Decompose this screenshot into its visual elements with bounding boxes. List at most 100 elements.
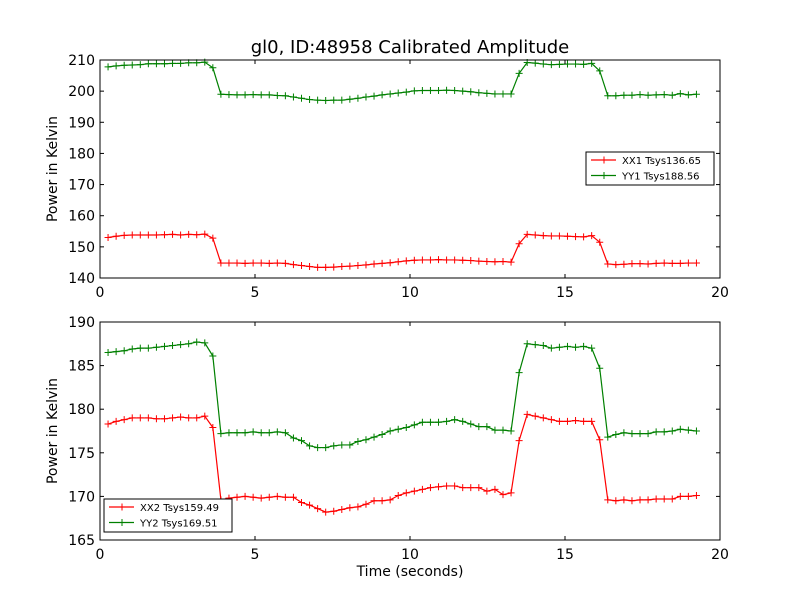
bottom-series-1-point — [547, 416, 555, 424]
top-series-2-point — [612, 92, 620, 100]
bottom-series-1-point — [306, 501, 314, 509]
top-series-1-point — [628, 260, 636, 268]
top-series-2-point — [209, 64, 217, 72]
top-series-1-point — [684, 259, 692, 267]
top-series-1-point — [443, 256, 451, 264]
bottom-y-tick-label: 175 — [68, 446, 95, 462]
bottom-series-2-point — [515, 369, 523, 377]
top-series-2-point — [555, 60, 563, 68]
bottom-legend: XX2 Tsys159.49 YY2 Tsys169.51 — [103, 498, 233, 533]
bottom-series-1-point — [298, 499, 305, 506]
top-series-1-point — [273, 259, 281, 267]
bottom-series-1-point — [193, 414, 201, 422]
top-series-1-point — [555, 232, 563, 240]
top-series-1-point — [298, 262, 305, 270]
bottom-series-2-point — [386, 427, 394, 435]
top-series-2-point — [451, 87, 459, 95]
top-series-1-point — [257, 259, 265, 267]
bottom-series-1-point — [104, 420, 112, 428]
bottom-series-1-point — [515, 437, 523, 445]
bottom-series-2-point — [128, 345, 136, 353]
top-series-1-point — [289, 261, 297, 269]
bottom-series-2-point — [306, 442, 314, 450]
bottom-series-2-point — [572, 343, 580, 351]
top-series-1-point — [588, 232, 596, 240]
top-series-1-point — [378, 259, 386, 267]
bottom-series-2-point — [265, 429, 273, 437]
top-series-2-point — [225, 91, 233, 99]
bottom-series-2-point — [394, 425, 402, 433]
bottom-series-2-point — [636, 430, 644, 438]
top-series-1-point — [177, 231, 185, 239]
bottom-series-2-point — [177, 341, 185, 349]
bottom-series-2-point — [539, 342, 547, 350]
bottom-series-2-point — [612, 430, 620, 438]
top-series-2-point — [684, 91, 692, 99]
top-series-1-point — [459, 256, 467, 264]
top-series-1-point — [515, 240, 523, 248]
top-series-2-point — [330, 96, 338, 104]
top-series-2-point — [507, 90, 515, 98]
bottom-series-2-point — [580, 342, 588, 350]
bottom-x-tick-label: 20 — [711, 547, 729, 563]
bottom-series-line-2 — [107, 341, 697, 449]
top-series-1-point — [233, 259, 241, 267]
bottom-series-1-point — [692, 492, 700, 500]
top-series-1-point — [483, 257, 491, 265]
top-chart-panel: 0 5 10 15 20 140 150 160 170 180 190 200 210 Power in… — [45, 53, 729, 301]
top-series-2-point — [435, 87, 443, 95]
top-series-1-point — [386, 259, 394, 267]
bottom-series-2-point — [628, 430, 636, 438]
bottom-series-1-point — [289, 493, 297, 501]
bottom-series-1-point — [378, 497, 386, 505]
bottom-series-1-point — [386, 496, 394, 504]
top-x-tick-label: 0 — [96, 285, 105, 301]
bottom-series-2-point — [491, 426, 499, 434]
top-series-line-2 — [107, 61, 697, 102]
bottom-series-1-point — [668, 495, 676, 503]
bottom-series-2-point — [249, 428, 257, 436]
bottom-series-1-point — [362, 500, 370, 508]
bottom-series-2-point — [451, 416, 459, 424]
top-series-1-point — [539, 232, 547, 240]
top-series-1-point — [128, 231, 136, 239]
bottom-series-2-point — [435, 418, 443, 426]
top-series-2-point — [257, 91, 265, 99]
bottom-series-2-point — [362, 436, 370, 444]
bottom-series-1-point — [523, 410, 531, 418]
top-series-2-point — [668, 91, 676, 99]
top-series-1-point — [572, 233, 580, 241]
top-series-1-point — [507, 258, 515, 266]
bottom-series-1-point — [354, 503, 362, 511]
top-x-tick-label: 20 — [711, 285, 729, 301]
top-series-2-point — [378, 91, 386, 99]
top-series-1-point — [644, 260, 652, 268]
bottom-series-2-point — [692, 427, 700, 435]
top-series-1-point — [604, 260, 612, 268]
bottom-series-1-point — [281, 493, 289, 501]
bottom-series-1-point — [144, 414, 152, 422]
top-series-line-1 — [107, 233, 697, 269]
bottom-series-1-point — [314, 505, 322, 513]
top-series-1-point — [338, 262, 346, 270]
bottom-x-tick-label: 10 — [401, 547, 419, 563]
top-series-1-point — [136, 231, 144, 239]
top-series-1-point — [120, 231, 128, 239]
bottom-y-axis-label: Power in Kelvin — [45, 378, 61, 484]
top-series-2-point — [499, 90, 507, 98]
bottom-series-2-point — [330, 442, 338, 450]
bottom-series-1-point — [201, 412, 209, 420]
bottom-legend-box — [103, 498, 233, 533]
bottom-series-2-point — [507, 427, 515, 435]
top-y-tick-label: 160 — [68, 209, 95, 225]
top-series-2-point — [410, 87, 418, 95]
bottom-legend-label-2: YY2 Tsys169.51 — [139, 519, 218, 530]
top-series-1-point — [330, 263, 338, 271]
bottom-series-2-point — [547, 344, 555, 352]
top-y-tick-label: 210 — [68, 53, 95, 69]
top-series-1-point — [152, 231, 160, 239]
top-series-2-point — [636, 91, 644, 99]
bottom-series-2-point — [555, 343, 563, 351]
top-series-1-point — [451, 256, 459, 264]
top-y-tick-label: 180 — [68, 146, 95, 162]
